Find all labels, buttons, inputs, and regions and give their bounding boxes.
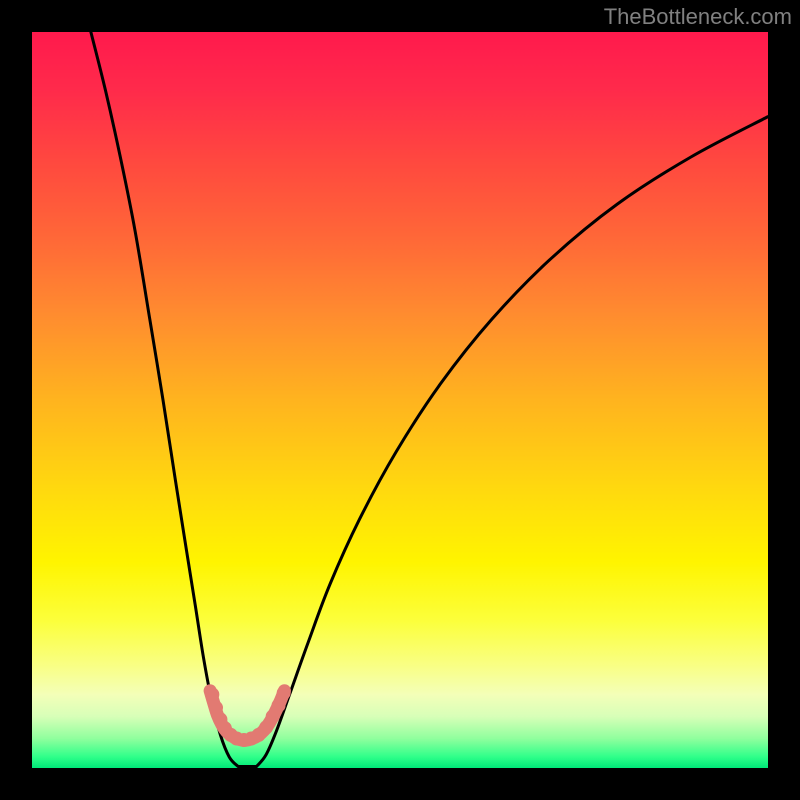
watermark: TheBottleneck.com: [604, 4, 792, 30]
curve-svg: [32, 32, 768, 768]
bottleneck-curve: [91, 32, 768, 767]
plot-area: [32, 32, 768, 768]
highlight-curve: [210, 691, 284, 741]
